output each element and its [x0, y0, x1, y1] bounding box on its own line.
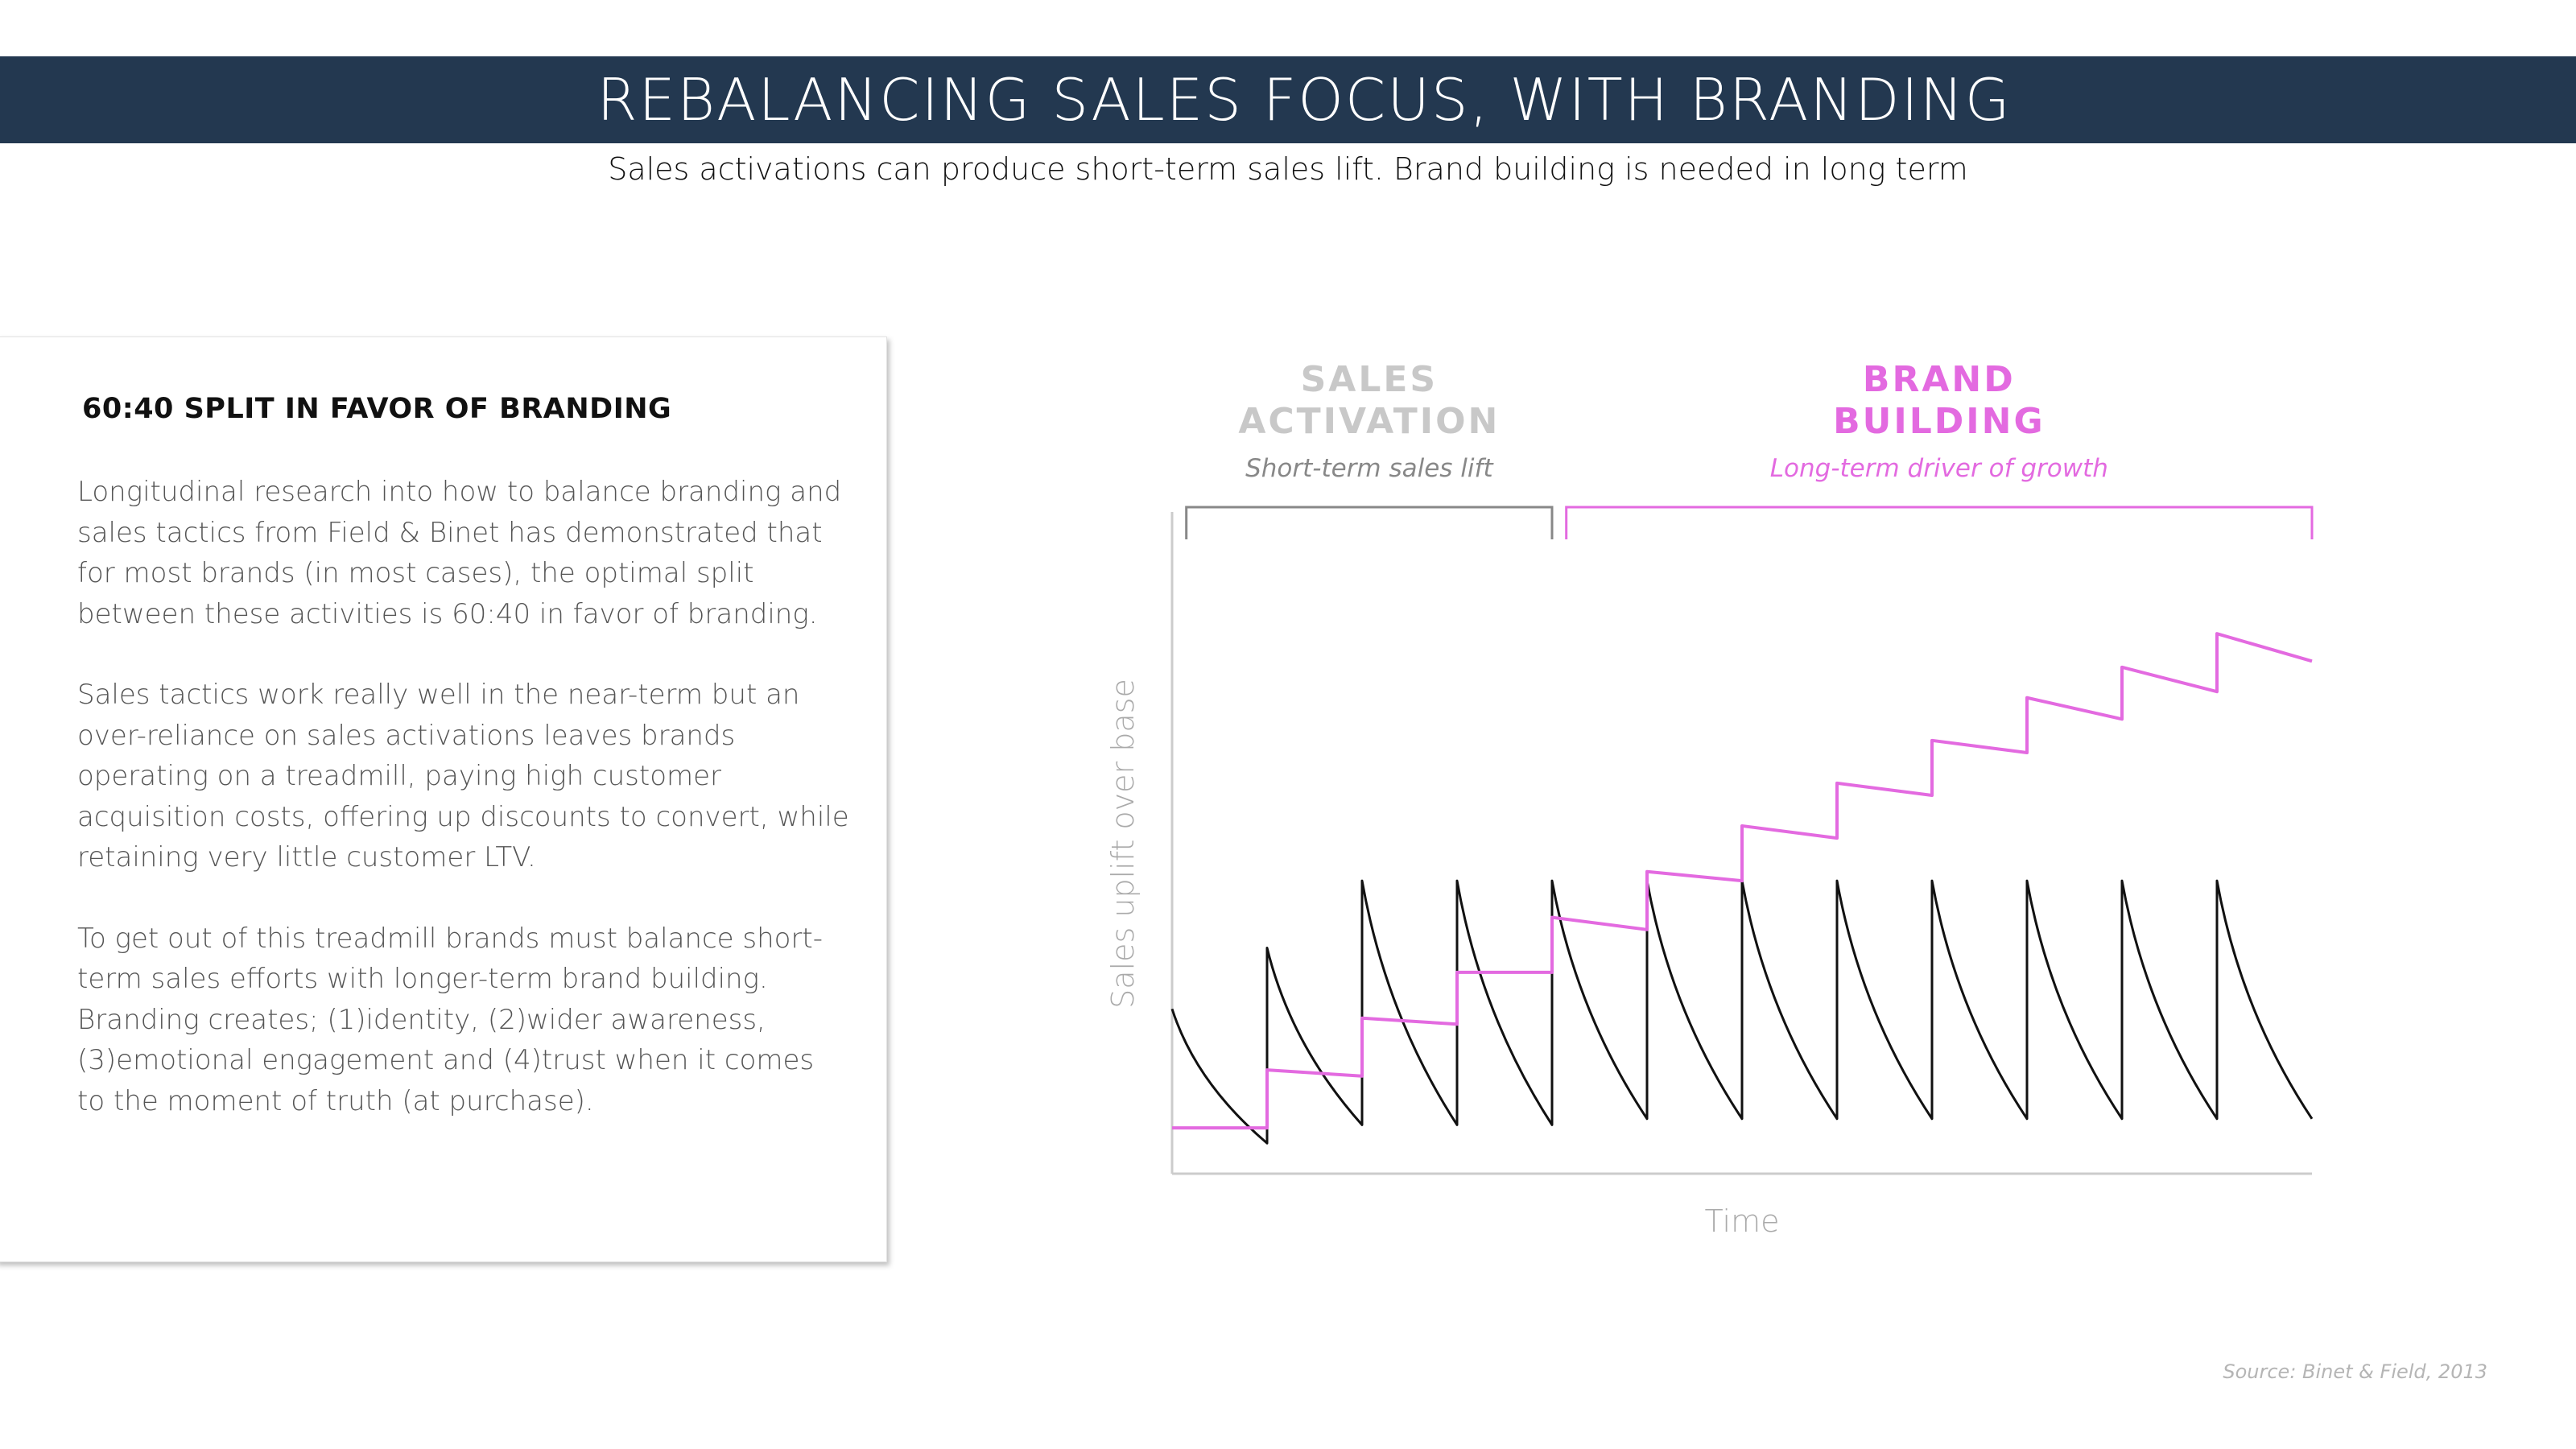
sales-activation-caption: Short-term sales lift: [1245, 454, 1494, 483]
brand-building-title-line2: BUILDING: [1833, 401, 2046, 442]
header-bar: REBALANCING SALES FOCUS, WITH BRANDING: [0, 56, 2576, 143]
info-card: [0, 336, 887, 1262]
sales-activation-bracket: [1185, 506, 1554, 539]
card-paragraph-3: To get out of this treadmill brands must…: [77, 922, 824, 1117]
page-subtitle: Sales activations can produce short-term…: [608, 151, 1968, 187]
brand-building-title-line1: BRAND: [1863, 359, 2016, 400]
sales-activation-title-line2: ACTIVATION: [1238, 401, 1500, 442]
source-note: Source: Binet & Field, 2013: [2223, 1360, 2487, 1383]
sales-activation-line: [1170, 879, 2314, 1145]
card-body: Longitudinal research into how to balanc…: [77, 472, 850, 1162]
brand-building-bracket: [1565, 506, 2314, 539]
page-title: REBALANCING SALES FOCUS, WITH BRANDING: [597, 66, 2012, 134]
chart-axes: Time Sales uplift over base: [1105, 512, 2312, 1239]
chart-series: [1170, 632, 2314, 1145]
card-paragraph-1: Longitudinal research into how to balanc…: [77, 476, 842, 630]
brand-building-caption: Long-term driver of growth: [1770, 454, 2108, 483]
sales-activation-title-line1: SALES: [1301, 359, 1439, 400]
y-axis-label: Sales uplift over base: [1105, 679, 1141, 1009]
x-axis-label: Time: [1705, 1203, 1780, 1239]
brand-building-line: [1172, 632, 2313, 1130]
card-paragraph-2: Sales tactics work really well in the ne…: [77, 679, 849, 873]
card-heading: 60:40 SPLIT IN FAVOR OF BRANDING: [82, 393, 672, 425]
chart-annotations: SALES ACTIVATION Short-term sales lift B…: [1185, 359, 2314, 539]
